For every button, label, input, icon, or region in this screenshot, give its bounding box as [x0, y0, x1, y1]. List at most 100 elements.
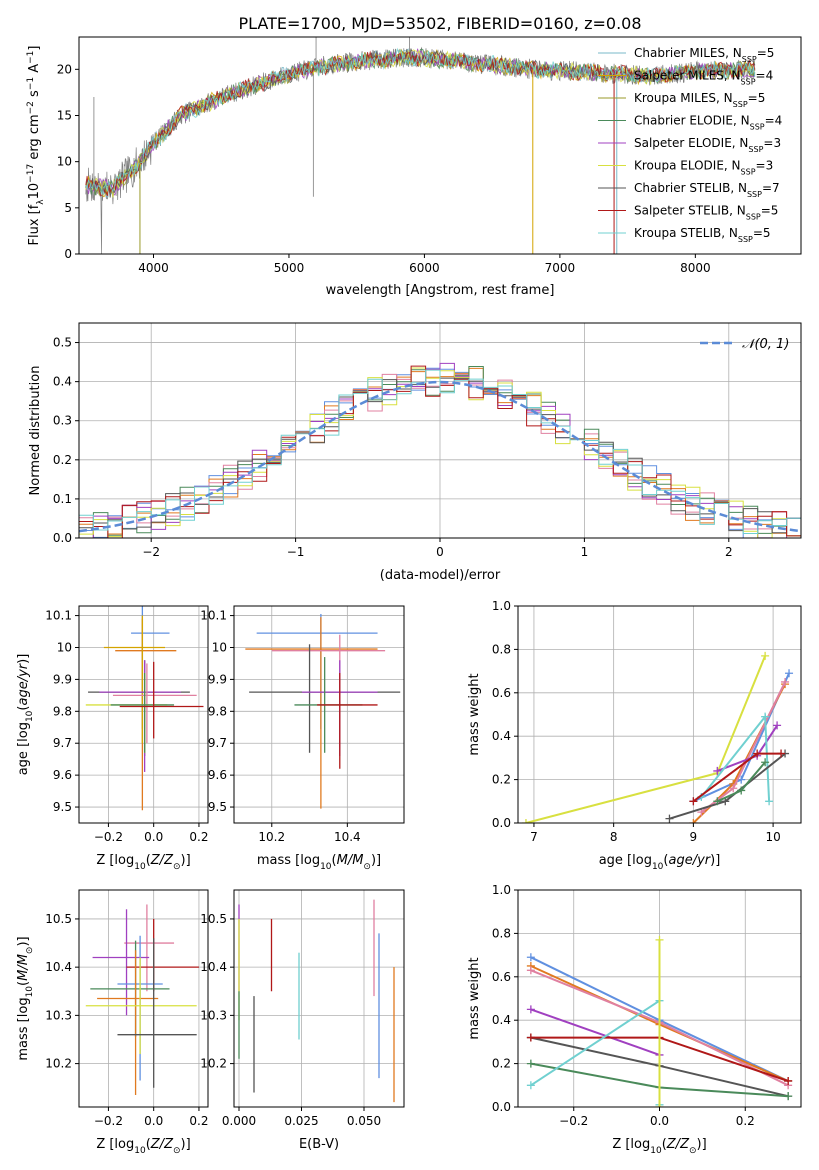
y-tick-label: 20 — [57, 62, 72, 76]
label-part: ( — [146, 1137, 151, 1152]
mw_z-y-label: mass weight — [467, 957, 482, 1039]
legend-sub: SSP — [741, 167, 756, 176]
histogram-8 — [79, 369, 801, 537]
label-part: ( — [146, 853, 151, 868]
spectrum-y-label: Flux [fλ10−17 erg cm−2 s−1 A−1] — [26, 46, 46, 246]
label-part: age/yr — [16, 662, 31, 705]
mass_z-frame — [78, 889, 209, 1108]
label-part: ( — [16, 706, 31, 711]
residuals-frame — [78, 322, 802, 539]
legend-text: Kroupa MILES, N — [634, 91, 733, 105]
series-marker — [526, 1005, 535, 1014]
legend-text: Kroupa STELIB, N — [634, 226, 738, 240]
y-tick-label: 9.5 — [53, 800, 72, 814]
y-tick-label: 9.8 — [53, 704, 72, 718]
mass-ebv-x-label: E(B-V) — [299, 1137, 339, 1152]
y-tick-label: 0.6 — [492, 970, 511, 984]
mw_age-series — [521, 651, 794, 823]
age-z-y-label: age [log10(age/yr)] — [16, 654, 35, 776]
y-tick-label: 9.9 — [208, 672, 227, 686]
series-marker — [655, 1103, 664, 1107]
series-marker — [777, 749, 786, 758]
y-tick-label: 10.1 — [45, 609, 72, 623]
legend-sub: SSP — [750, 122, 765, 131]
mass_ebv-points — [238, 899, 395, 1103]
label-part: )] — [371, 853, 381, 868]
series-marker — [526, 1033, 535, 1042]
y-tick-label: 10.3 — [200, 1008, 227, 1022]
residual-histograms — [79, 362, 801, 538]
mw-age-x-label: age [log10(age/yr)] — [599, 853, 721, 872]
legend-val: =5 — [761, 204, 779, 218]
age_mass-axes: 10.2 10.4 9.5 9.6 9.7 9.8 9.9 10 10.1 — [200, 606, 404, 844]
x-tick-label: 0.0 — [144, 1114, 163, 1128]
legend-sub: SSP — [748, 145, 763, 154]
series-marker — [765, 797, 774, 806]
y-tick-label: 1.0 — [492, 883, 511, 897]
x-tick-label: 10.4 — [334, 830, 361, 844]
series-marker — [785, 669, 794, 678]
legend-entry: Chabrier STELIB, NSSP=7 — [634, 181, 780, 199]
y-tick-label: 10.5 — [45, 912, 72, 926]
x-tick-label: 8 — [610, 830, 618, 844]
legend-val: =7 — [762, 181, 780, 195]
series-marker — [526, 1059, 535, 1068]
y-tick-label: 0.6 — [492, 686, 511, 700]
legend-text: Kroupa ELODIE, N — [634, 159, 741, 173]
mw_z-axes: −0.2 0.0 0.2 0.0 0.2 0.4 0.6 0.8 1.0 — [492, 883, 801, 1128]
series-marker — [665, 814, 674, 823]
label-part: erg cm — [27, 114, 42, 163]
label-part: ( — [662, 1137, 667, 1152]
y-tick-label: 0.4 — [53, 375, 72, 389]
legend-entry: Salpeter MILES, NSSP=4 — [634, 69, 773, 87]
y-tick-label: 0.2 — [492, 773, 511, 787]
legend-sub: SSP — [741, 77, 756, 86]
legend-val: =3 — [756, 159, 774, 173]
label-part: −17 — [26, 164, 36, 183]
y-tick-label: 5 — [64, 201, 72, 215]
legend-entry: Kroupa STELIB, NSSP=5 — [634, 226, 771, 244]
label-part: )] — [16, 654, 31, 664]
series-marker — [781, 677, 790, 686]
label-part: mass [log — [257, 853, 320, 868]
series-marker — [713, 797, 722, 806]
y-tick-label: 10.4 — [200, 960, 227, 974]
y-tick-label: 0.0 — [492, 816, 511, 830]
series-marker — [773, 721, 782, 730]
label-part: A — [27, 64, 42, 77]
legend-val: =4 — [756, 69, 774, 83]
label-part: ⊙ — [689, 1146, 697, 1156]
age_mass-points — [245, 613, 401, 809]
age-mass-x-label: mass [log10(M/M⊙)] — [257, 853, 381, 872]
label-part: mass [log — [16, 997, 31, 1060]
x-tick-label: 7000 — [545, 261, 576, 275]
label-part: Flux [f — [27, 204, 42, 245]
y-tick-label: 10 — [57, 155, 72, 169]
spectrum-axes: 4000 5000 6000 7000 8000 0 5 10 15 20 — [57, 62, 711, 275]
mass_ebv-axes: 0.000 0.025 0.050 10.2 10.3 10.4 10.5 — [200, 890, 404, 1128]
label-part: )] — [181, 853, 191, 868]
normal-curve — [79, 380, 801, 533]
x-tick-label: 9 — [690, 830, 698, 844]
legend-val: =3 — [763, 136, 781, 150]
y-tick-label: 9.9 — [53, 672, 72, 686]
figure-title: PLATE=1700, MJD=53502, FIBERID=0160, z=0… — [238, 14, 641, 33]
age_mass-frame — [233, 605, 405, 824]
legend-sub: SSP — [738, 235, 753, 244]
spectrum-x-label: wavelength [Angstrom, rest frame] — [326, 283, 555, 298]
mw_z-series — [526, 935, 793, 1107]
y-tick-label: 10.2 — [45, 1057, 72, 1071]
x-tick-label: 0 — [436, 545, 444, 559]
mw_age-axes: 7 8 9 10 0.0 0.2 0.4 0.6 0.8 1.0 — [492, 599, 801, 844]
y-tick-label: 0.0 — [53, 531, 72, 545]
x-tick-label: 5000 — [274, 261, 305, 275]
series-line-3 — [530, 1008, 660, 1056]
x-tick-label: −1 — [287, 545, 305, 559]
label-part: )] — [16, 936, 31, 946]
x-tick-label: 10.2 — [258, 830, 285, 844]
label-part: 10 — [134, 862, 146, 872]
legend-text: Chabrier STELIB, N — [634, 181, 747, 195]
legend-sub: SSP — [733, 100, 748, 109]
label-part: age [log — [16, 722, 31, 775]
